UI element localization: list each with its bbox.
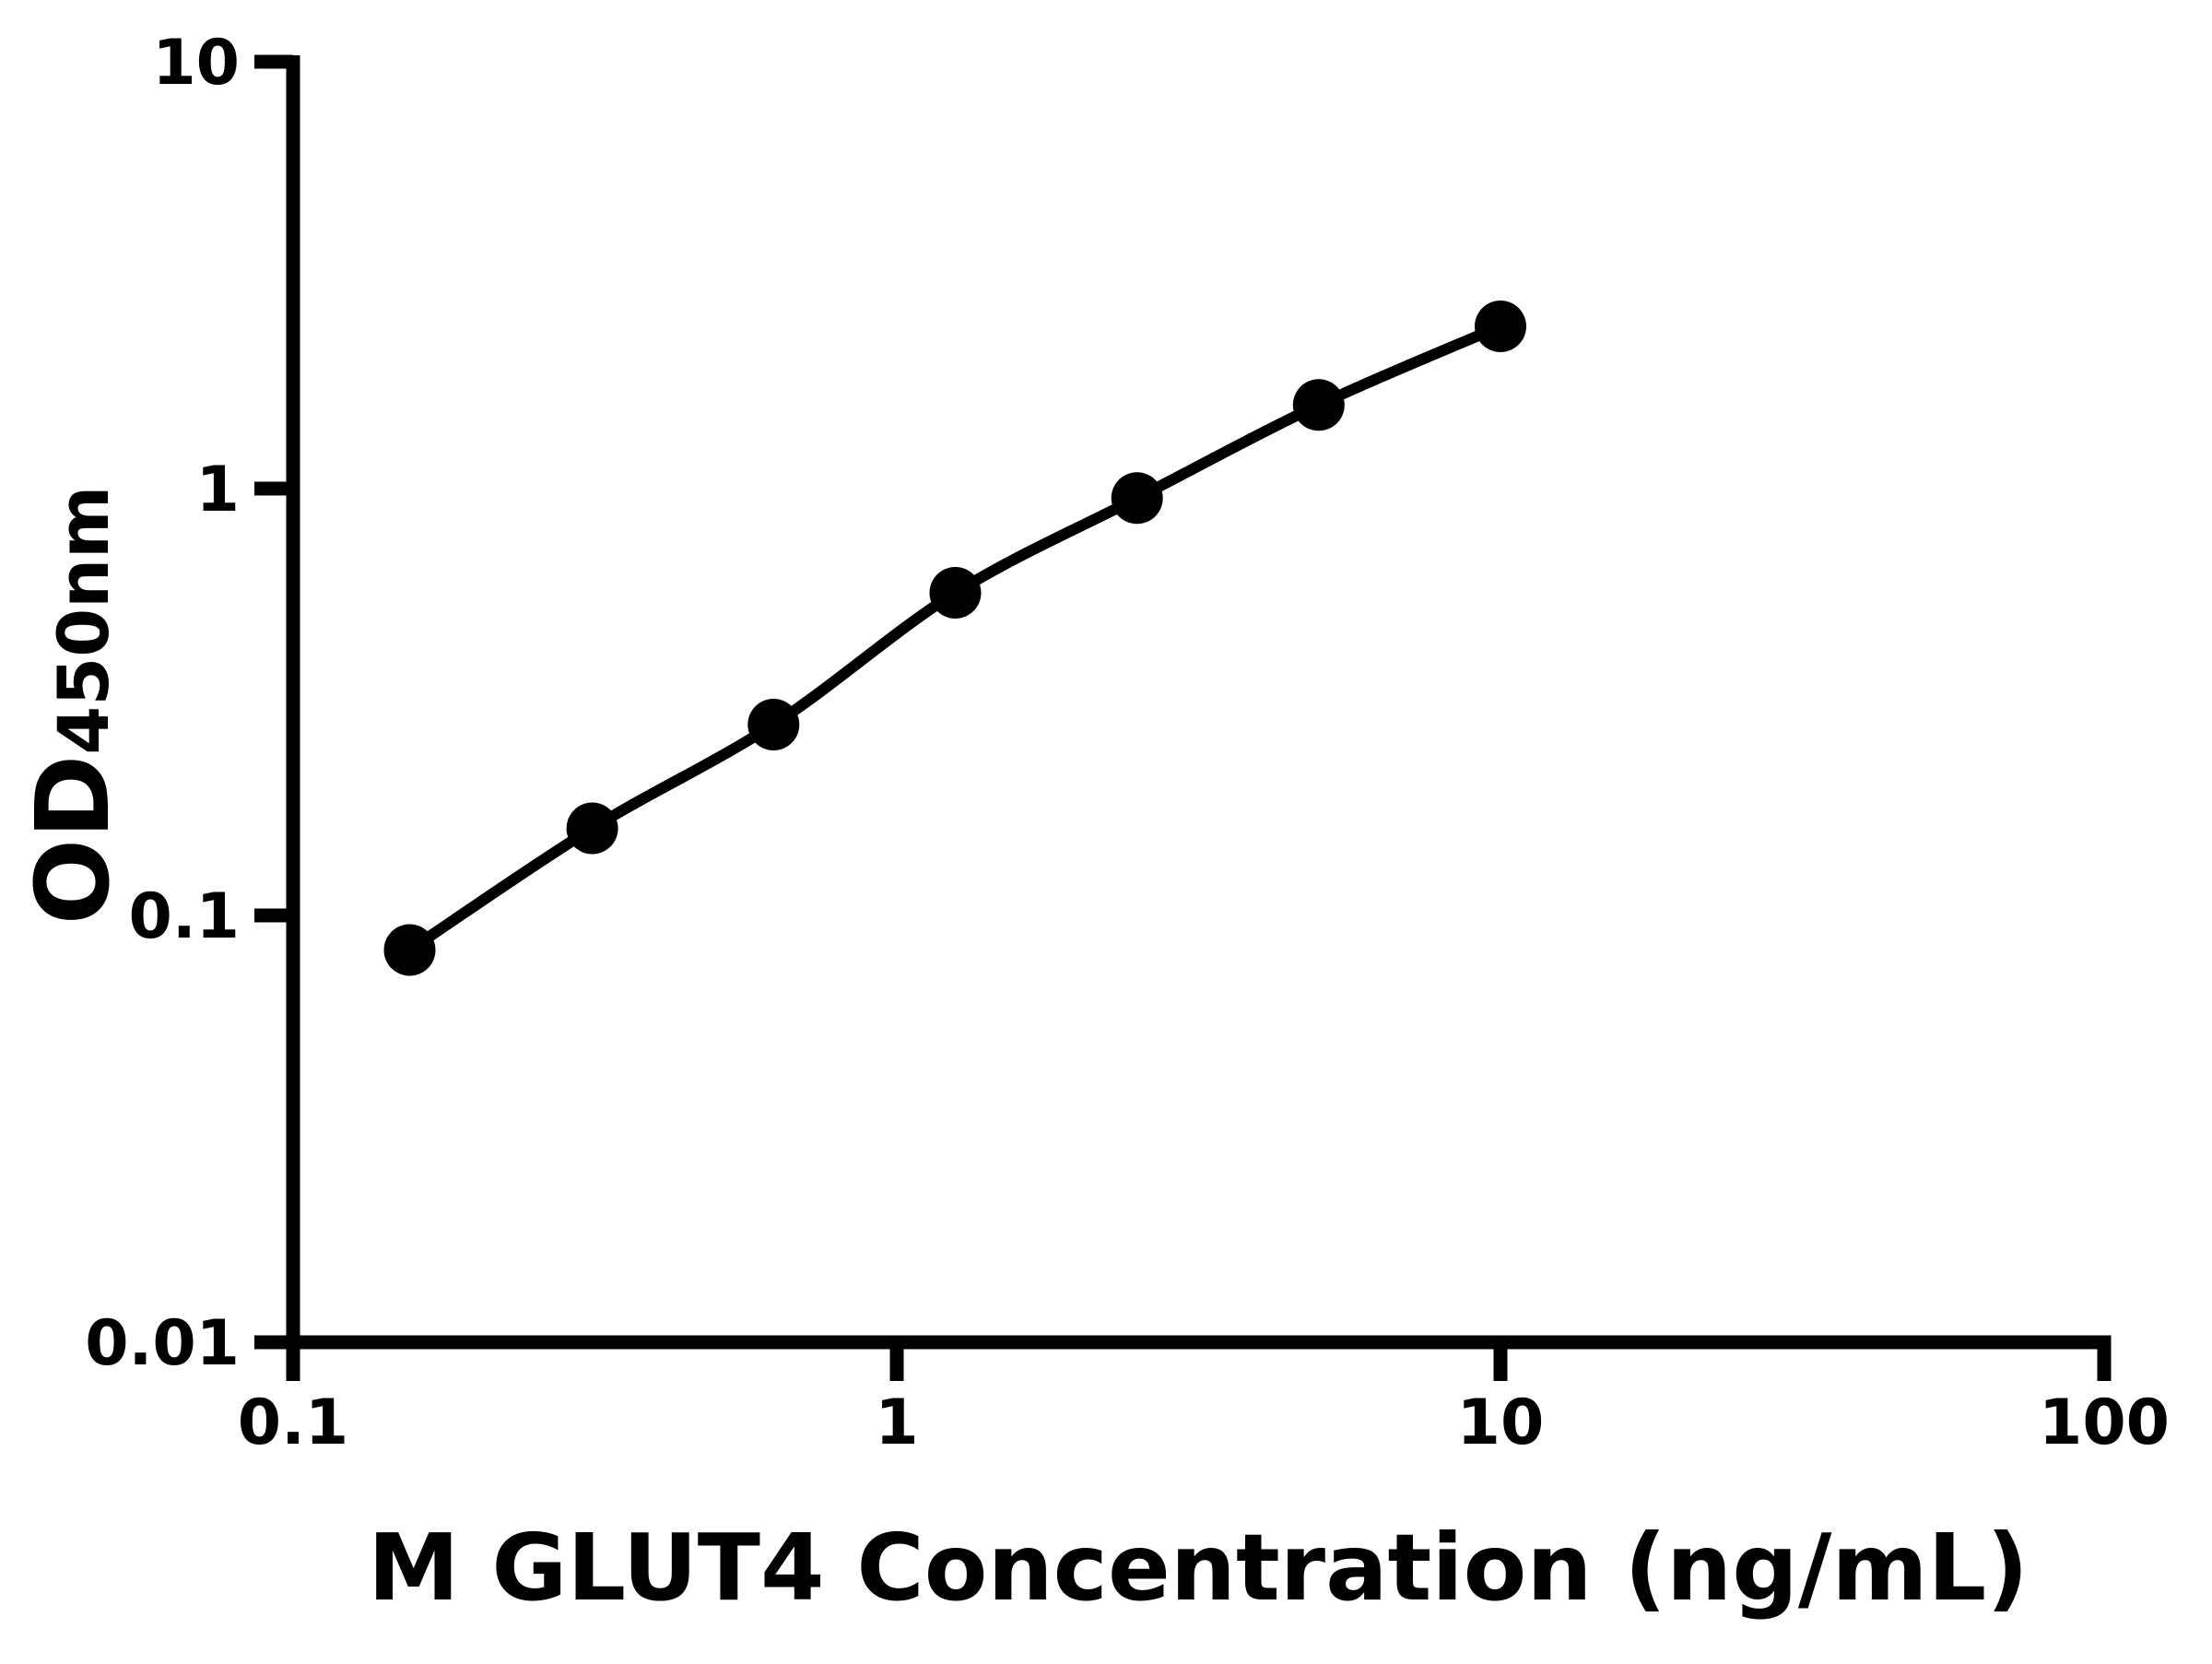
x-tick-label: 0.1 <box>238 1387 348 1459</box>
data-point-marker <box>1292 379 1345 431</box>
x-axis-title: M GLUT4 Concentration (ng/mL) <box>368 1514 2029 1622</box>
y-axis-title: OD450nm <box>14 486 132 926</box>
data-point-marker <box>1111 472 1163 525</box>
y-axis-title-main: OD <box>14 755 132 926</box>
data-point-marker <box>747 699 800 750</box>
y-tick-label: 10 <box>152 27 240 100</box>
data-point-marker <box>1475 301 1526 352</box>
data-point-marker <box>383 924 436 976</box>
y-axis-title-subscript: 450nm <box>42 486 124 755</box>
x-tick-label: 100 <box>2039 1387 2170 1459</box>
y-tick-label: 1 <box>196 454 240 526</box>
y-tick-label: 0.1 <box>129 880 240 953</box>
y-axis-ticks <box>254 54 293 1350</box>
data-point-marker <box>566 802 618 855</box>
y-tick-label: 0.01 <box>85 1307 240 1380</box>
data-points <box>383 301 1526 976</box>
x-axis-tick-labels: 0.1 1 10 100 <box>238 1387 2170 1459</box>
data-point-marker <box>929 567 982 619</box>
x-tick-label: 10 <box>1457 1387 1545 1459</box>
axes <box>286 55 2112 1350</box>
x-tick-label: 1 <box>875 1387 918 1459</box>
y-axis-tick-labels: 10 1 0.1 0.01 <box>85 27 240 1380</box>
